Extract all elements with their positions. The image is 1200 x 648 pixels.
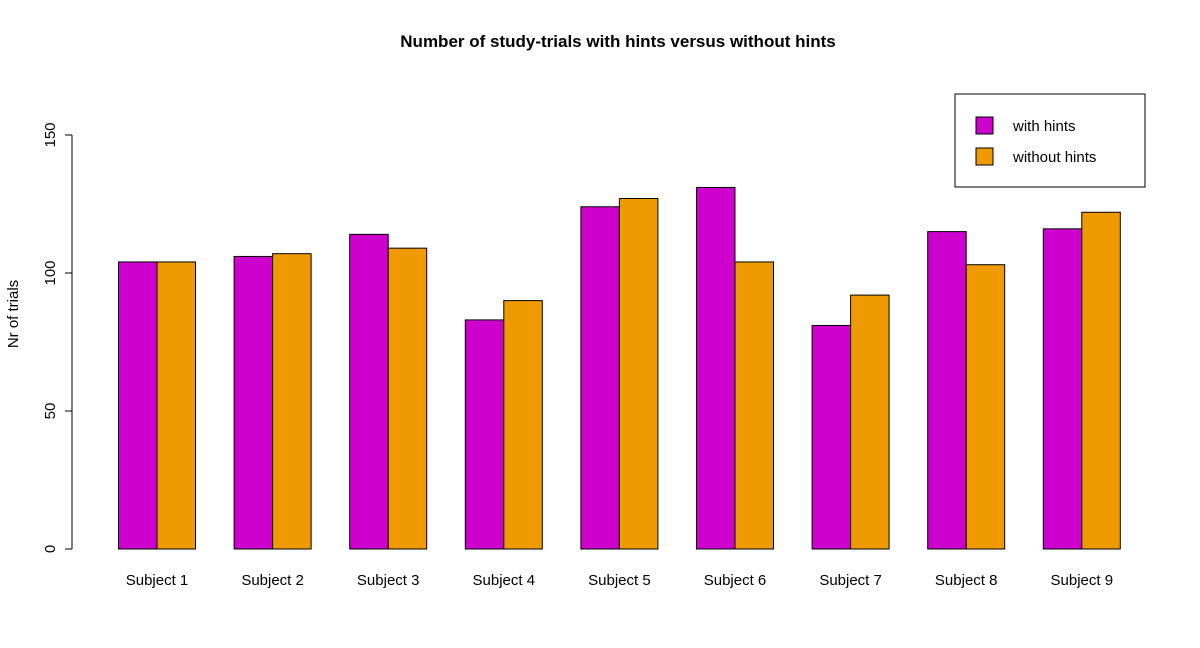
category-label: Subject 5 — [588, 572, 651, 589]
category-label: Subject 7 — [819, 572, 882, 589]
bar-with-hints-5 — [580, 206, 620, 550]
y-tick-label: 50 — [42, 403, 59, 420]
bar-without-hints-4 — [503, 300, 543, 550]
bar-with-hints-7 — [811, 324, 852, 550]
bar-with-hints-3 — [349, 233, 389, 550]
bar-with-hints-6 — [696, 186, 736, 550]
bar-without-hints-9 — [1081, 211, 1121, 550]
category-label: Subject 9 — [1051, 572, 1114, 589]
chart-title: Number of study-trials with hints versus… — [400, 32, 835, 51]
category-labels: Subject 1 Subject 2 Subject 3 Subject 4 Subj… — [126, 572, 1113, 589]
category-label: Subject 2 — [241, 572, 304, 589]
bar-with-hints-2 — [233, 255, 274, 550]
y-tick-label: 100 — [42, 260, 59, 285]
bar-with-hints-1 — [118, 261, 158, 550]
legend-label-with-hints: with hints — [1012, 118, 1076, 135]
bar-with-hints-4 — [464, 319, 505, 550]
y-tick-label: 0 — [42, 545, 59, 553]
category-label: Subject 1 — [126, 572, 189, 589]
bar-with-hints-9 — [1042, 228, 1083, 550]
legend-swatch-with-hints — [975, 116, 994, 135]
legend-swatch-without-hints — [975, 147, 994, 166]
category-label: Subject 8 — [935, 572, 998, 589]
y-axis-label: Nr of trials — [5, 280, 22, 348]
bar-with-hints-8 — [927, 231, 967, 550]
category-label: Subject 3 — [357, 572, 420, 589]
bar-without-hints-1 — [156, 261, 196, 550]
y-axis: 0 50 100 150 — [42, 122, 73, 553]
legend: with hints without hints — [954, 93, 1146, 188]
legend-box — [954, 93, 1146, 188]
bar-without-hints-7 — [850, 294, 890, 550]
legend-label-without-hints: without hints — [1012, 149, 1096, 166]
category-label: Subject 6 — [704, 572, 767, 589]
bar-without-hints-3 — [387, 247, 428, 550]
bars-group — [118, 186, 1121, 550]
bar-without-hints-5 — [618, 197, 659, 550]
y-tick-label: 150 — [42, 122, 59, 147]
bar-without-hints-2 — [272, 253, 312, 550]
category-label: Subject 4 — [473, 572, 536, 589]
bar-without-hints-6 — [734, 261, 774, 550]
bar-without-hints-8 — [965, 264, 1006, 550]
